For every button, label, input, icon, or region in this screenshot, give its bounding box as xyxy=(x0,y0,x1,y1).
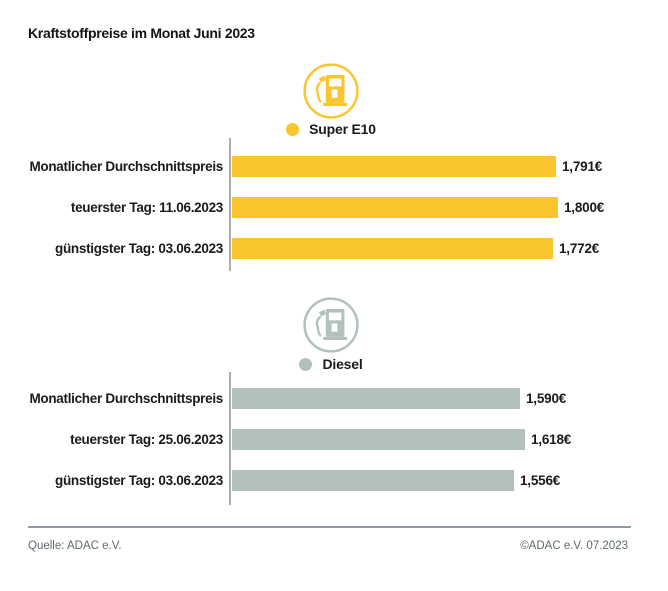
category-label: günstigster Tag: 03.06.2023 xyxy=(55,241,223,256)
category-label: teuerster Tag: 11.06.2023 xyxy=(70,200,223,215)
legend-diesel: Diesel xyxy=(231,356,431,372)
bar-row-super-min: günstigster Tag: 03.06.2023 1,772€ xyxy=(0,238,668,259)
bar-super-max xyxy=(232,197,558,218)
category-label: Monatlicher Durchschnittspreis xyxy=(29,159,223,174)
fuel-pump-icon xyxy=(302,62,360,120)
axis-line-super xyxy=(229,138,231,271)
bar-diesel-min xyxy=(232,470,514,491)
axis-line-diesel xyxy=(229,372,231,505)
legend-dot-super-e10 xyxy=(286,122,300,136)
category-label: Monatlicher Durchschnittspreis xyxy=(29,391,223,406)
footer-divider xyxy=(28,526,631,528)
bar-super-avg xyxy=(232,156,556,177)
category-label: teuerster Tag: 25.06.2023 xyxy=(70,432,223,447)
bar-diesel-avg xyxy=(232,388,520,409)
copyright-note: ©ADAC e.V. 07.2023 xyxy=(520,540,628,552)
page-title: Kraftstoffpreise im Monat Juni 2023 xyxy=(28,25,255,41)
bar-row-super-avg: Monatlicher Durchschnittspreis 1,791€ xyxy=(0,156,668,177)
bar-row-super-max: teuerster Tag: 11.06.2023 1,800€ xyxy=(0,197,668,218)
legend-dot-diesel xyxy=(299,357,313,371)
value-label: 1,618€ xyxy=(531,432,572,447)
legend-label-diesel: Diesel xyxy=(322,356,363,372)
value-label: 1,791€ xyxy=(562,159,603,174)
bar-row-diesel-max: teuerster Tag: 25.06.2023 1,618€ xyxy=(0,429,668,450)
bar-row-diesel-avg: Monatlicher Durchschnittspreis 1,590€ xyxy=(0,388,668,409)
category-label: günstigster Tag: 03.06.2023 xyxy=(55,473,223,488)
source-note: Quelle: ADAC e.V. xyxy=(28,540,122,552)
bar-row-diesel-min: günstigster Tag: 03.06.2023 1,556€ xyxy=(0,470,668,491)
legend-label-super-e10: Super E10 xyxy=(309,121,376,137)
value-label: 1,556€ xyxy=(520,473,561,488)
fuel-pump-icon xyxy=(302,296,360,354)
value-label: 1,800€ xyxy=(564,200,605,215)
legend-super-e10: Super E10 xyxy=(231,121,431,137)
bar-super-min xyxy=(232,238,553,259)
value-label: 1,590€ xyxy=(526,391,567,406)
bar-diesel-max xyxy=(232,429,525,450)
value-label: 1,772€ xyxy=(559,241,600,256)
